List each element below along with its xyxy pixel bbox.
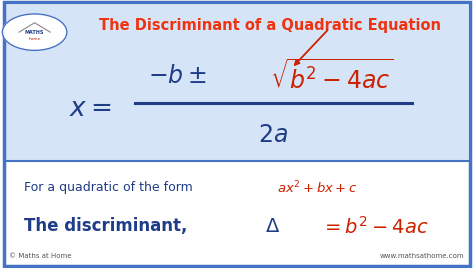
Text: For a quadratic of the form: For a quadratic of the form bbox=[24, 181, 192, 194]
Text: $2a$: $2a$ bbox=[257, 123, 288, 147]
Bar bbox=[6, 5, 468, 161]
Text: $\sqrt{b^2 - 4ac}$: $\sqrt{b^2 - 4ac}$ bbox=[270, 59, 393, 94]
Circle shape bbox=[2, 14, 67, 50]
Text: $x =$: $x =$ bbox=[69, 95, 111, 122]
Text: $\Delta$: $\Delta$ bbox=[265, 217, 280, 236]
Text: www.mathsathome.com: www.mathsathome.com bbox=[380, 253, 465, 259]
Text: home: home bbox=[28, 37, 41, 40]
Text: MATHS: MATHS bbox=[25, 31, 44, 35]
Bar bbox=[6, 161, 468, 265]
Text: $-b \pm$: $-b \pm$ bbox=[147, 64, 206, 88]
Text: $ax^2 + bx + c$: $ax^2 + bx + c$ bbox=[277, 179, 358, 196]
Text: $= b^2 - 4ac$: $= b^2 - 4ac$ bbox=[320, 215, 428, 237]
Text: © Maths at Home: © Maths at Home bbox=[9, 253, 72, 259]
Text: The Discriminant of a Quadratic Equation: The Discriminant of a Quadratic Equation bbox=[99, 18, 441, 33]
Text: The discriminant,: The discriminant, bbox=[24, 217, 187, 236]
